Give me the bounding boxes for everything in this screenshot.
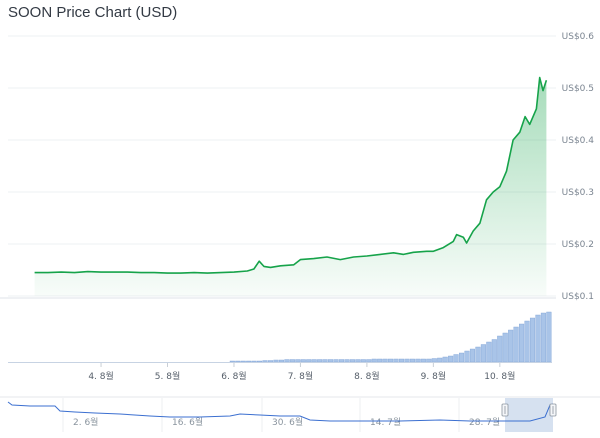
volume-bar bbox=[415, 358, 421, 363]
volume-bar bbox=[300, 359, 306, 363]
volume-bar bbox=[251, 360, 257, 363]
volume-bar bbox=[431, 358, 437, 363]
x-tick-label: 5. 8월 bbox=[155, 370, 180, 382]
volume-bar bbox=[268, 360, 274, 363]
navigator-tick-label: 28. 7월 bbox=[469, 416, 500, 428]
volume-bar bbox=[546, 311, 552, 363]
navigator-selection[interactable] bbox=[505, 398, 553, 432]
volume-bar bbox=[366, 359, 372, 363]
y-tick-label: US$0.2 bbox=[562, 240, 594, 250]
volume-bar bbox=[355, 359, 361, 363]
volume-bar bbox=[393, 358, 399, 363]
volume-bar bbox=[519, 323, 525, 363]
navigator-tick-label: 2. 6월 bbox=[73, 416, 98, 428]
volume-bar bbox=[311, 359, 317, 363]
navigator-line bbox=[7, 401, 554, 422]
price-area bbox=[34, 77, 547, 296]
volume-bar bbox=[262, 360, 268, 363]
volume-bar bbox=[371, 358, 377, 363]
volume-bar bbox=[513, 326, 519, 363]
volume-bar bbox=[240, 360, 246, 363]
y-tick-label: US$0.6 bbox=[562, 32, 595, 42]
volume-bar bbox=[382, 358, 388, 363]
y-tick-label: US$0.5 bbox=[562, 84, 594, 94]
volume-bar bbox=[508, 329, 514, 363]
volume-bar bbox=[426, 358, 432, 363]
y-tick-label: US$0.3 bbox=[562, 188, 594, 198]
volume-bar bbox=[486, 341, 492, 363]
volume-bar bbox=[273, 359, 279, 363]
volume-bar bbox=[229, 360, 235, 363]
volume-bar bbox=[524, 320, 530, 363]
navigator-tick-label: 30. 6월 bbox=[272, 416, 303, 428]
volume-bar bbox=[322, 359, 328, 363]
volume-bar bbox=[409, 358, 415, 363]
volume-bar bbox=[338, 359, 345, 363]
volume-bar bbox=[278, 359, 284, 363]
volume-bar bbox=[284, 359, 290, 363]
volume-bar bbox=[437, 357, 443, 363]
volume-bar bbox=[491, 339, 497, 363]
x-tick-label: 6. 8월 bbox=[221, 370, 246, 382]
x-tick-label: 8. 8월 bbox=[354, 370, 379, 382]
volume-bar bbox=[448, 355, 454, 363]
volume-bar bbox=[459, 352, 465, 363]
volume-bar bbox=[246, 360, 252, 363]
volume-bar bbox=[442, 356, 448, 363]
navigator-tick-label: 16. 6월 bbox=[172, 416, 203, 428]
volume-bar bbox=[535, 314, 541, 363]
volume-bar bbox=[540, 312, 546, 363]
chart-title: SOON Price Chart (USD) bbox=[8, 4, 178, 21]
volume-bar bbox=[333, 359, 339, 363]
y-tick-label: US$0.4 bbox=[562, 136, 595, 146]
y-tick-label: US$0.1 bbox=[562, 292, 594, 302]
volume-bar bbox=[306, 359, 312, 363]
volume-bar bbox=[404, 358, 410, 363]
volume-bar bbox=[328, 359, 334, 363]
volume-bar bbox=[289, 359, 295, 363]
volume-bar bbox=[360, 359, 366, 363]
volume-bar bbox=[349, 359, 355, 363]
volume-bar bbox=[464, 350, 470, 363]
volume-bar bbox=[388, 358, 394, 363]
volume-bar bbox=[398, 358, 405, 363]
volume-bar bbox=[235, 360, 241, 363]
volume-bar bbox=[377, 358, 383, 363]
x-tick-label: 9. 8월 bbox=[421, 370, 446, 382]
volume-bar bbox=[475, 346, 481, 363]
volume-bar bbox=[344, 359, 350, 363]
price-line bbox=[34, 76, 548, 274]
volume-bar bbox=[453, 354, 459, 363]
volume-bar bbox=[497, 335, 503, 363]
volume-bar bbox=[295, 359, 301, 363]
volume-bar bbox=[469, 348, 475, 363]
navigator-tick-label: 14. 7월 bbox=[370, 416, 401, 428]
volume-bar bbox=[317, 359, 323, 363]
x-tick-label: 10. 8월 bbox=[484, 370, 515, 382]
volume-bar bbox=[420, 358, 426, 363]
volume-bar bbox=[502, 332, 508, 363]
x-tick-label: 7. 8월 bbox=[288, 370, 313, 382]
volume-bar bbox=[480, 344, 486, 363]
x-tick-label: 4. 8월 bbox=[88, 370, 113, 382]
volume-bar bbox=[257, 360, 263, 363]
volume-bar bbox=[529, 317, 536, 363]
